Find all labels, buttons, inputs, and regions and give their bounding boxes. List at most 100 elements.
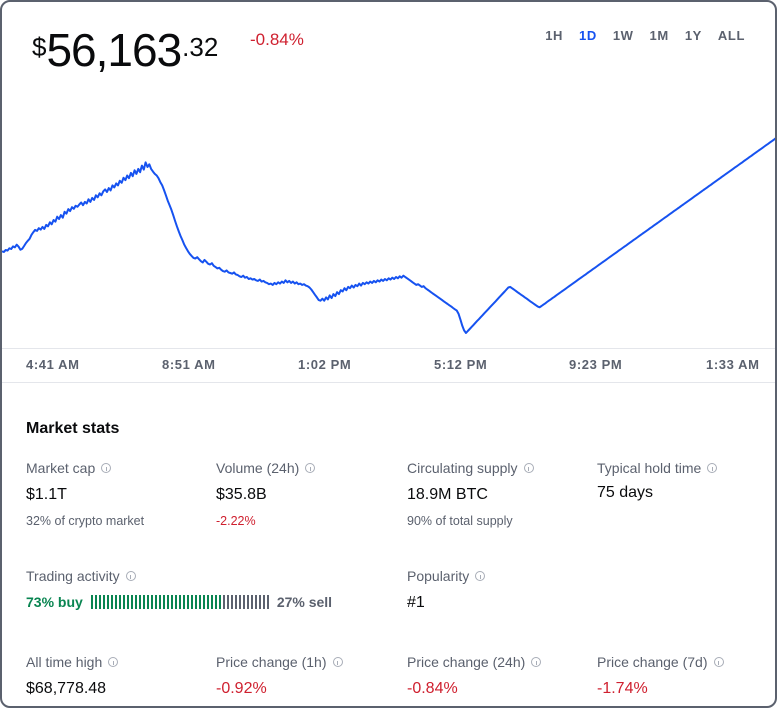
stat-label: All time high bbox=[26, 654, 103, 670]
x-tick: 8:51 AM bbox=[162, 357, 216, 372]
buy-bar-tick bbox=[122, 595, 125, 609]
buy-bar-tick bbox=[106, 595, 109, 609]
stat-value: -0.92% bbox=[216, 680, 267, 697]
stat-sub: -2.22% bbox=[216, 514, 256, 528]
range-1y[interactable]: 1Y bbox=[684, 28, 702, 43]
buy-bar-tick bbox=[150, 595, 153, 609]
buy-sell-bars bbox=[90, 595, 269, 609]
range-1w[interactable]: 1W bbox=[612, 28, 634, 43]
range-1m[interactable]: 1M bbox=[649, 28, 669, 43]
buy-bar-tick bbox=[186, 595, 189, 609]
stat-label: Volume (24h) bbox=[216, 460, 300, 476]
x-axis-ticks: 4:41 AM 8:51 AM 1:02 PM 5:12 PM 9:23 PM … bbox=[2, 357, 775, 373]
stat-sub: 90% of total supply bbox=[407, 514, 513, 528]
sell-bar-tick bbox=[230, 595, 233, 609]
sell-bar-tick bbox=[246, 595, 249, 609]
buy-bar-tick bbox=[90, 595, 93, 609]
stat-volume: Volume (24h) $35.8B -2.22% bbox=[216, 460, 316, 528]
info-icon[interactable] bbox=[707, 463, 718, 473]
sell-bar-tick bbox=[238, 595, 241, 609]
buy-bar-tick bbox=[110, 595, 113, 609]
market-stats-title: Market stats bbox=[26, 420, 120, 437]
buy-bar-tick bbox=[214, 595, 217, 609]
buy-bar-tick bbox=[170, 595, 173, 609]
stat-label: Market cap bbox=[26, 460, 96, 476]
time-range-selector: 1H 1D 1W 1M 1Y ALL bbox=[545, 28, 745, 43]
x-axis-line bbox=[2, 348, 775, 349]
info-icon[interactable] bbox=[523, 463, 534, 473]
buy-bar-tick bbox=[162, 595, 165, 609]
info-icon[interactable] bbox=[101, 463, 112, 473]
buy-bar-tick bbox=[94, 595, 97, 609]
sell-bar-tick bbox=[254, 595, 257, 609]
stat-trading-activity: Trading activity bbox=[26, 568, 136, 584]
stat-value: $1.1T bbox=[26, 486, 67, 503]
buy-bar-tick bbox=[138, 595, 141, 609]
x-tick: 5:12 PM bbox=[434, 357, 488, 372]
info-icon[interactable] bbox=[108, 657, 119, 667]
stat-circulating-supply: Circulating supply 18.9M BTC 90% of tota… bbox=[407, 460, 534, 528]
sell-bar-tick bbox=[226, 595, 229, 609]
stat-value: -0.84% bbox=[407, 680, 458, 697]
sell-bar-tick bbox=[258, 595, 261, 609]
info-icon[interactable] bbox=[305, 463, 316, 473]
stat-label: Trading activity bbox=[26, 568, 120, 584]
buy-bar-tick bbox=[198, 595, 201, 609]
stat-price-change-7d: Price change (7d) -1.74% bbox=[597, 654, 724, 698]
price-chart[interactable] bbox=[2, 122, 777, 347]
stat-value: $68,778.48 bbox=[26, 680, 107, 697]
buy-bar-tick bbox=[98, 595, 101, 609]
buy-bar-tick bbox=[158, 595, 161, 609]
buy-bar-tick bbox=[202, 595, 205, 609]
buy-bar-tick bbox=[210, 595, 213, 609]
info-icon[interactable] bbox=[332, 657, 343, 667]
buy-bar-tick bbox=[126, 595, 129, 609]
x-tick: 1:02 PM bbox=[298, 357, 352, 372]
buy-bar-tick bbox=[134, 595, 137, 609]
stat-label: Popularity bbox=[407, 568, 470, 584]
stat-value: #1 bbox=[407, 594, 425, 611]
x-tick: 1:33 AM bbox=[706, 357, 760, 372]
buy-bar-tick bbox=[218, 595, 221, 609]
range-1h[interactable]: 1H bbox=[545, 28, 564, 43]
info-icon[interactable] bbox=[531, 657, 542, 667]
stat-label: Price change (24h) bbox=[407, 654, 526, 670]
buy-bar-tick bbox=[194, 595, 197, 609]
divider bbox=[2, 382, 775, 383]
sell-bar-tick bbox=[266, 595, 269, 609]
sell-bar-tick bbox=[234, 595, 237, 609]
stat-value: $35.8B bbox=[216, 486, 267, 503]
sell-bar-tick bbox=[242, 595, 245, 609]
stat-label: Price change (1h) bbox=[216, 654, 327, 670]
range-1d[interactable]: 1D bbox=[579, 28, 597, 43]
stat-label: Typical hold time bbox=[597, 460, 702, 476]
range-all[interactable]: ALL bbox=[717, 28, 745, 43]
buy-share: 73% buy bbox=[26, 594, 83, 610]
sell-bar-tick bbox=[262, 595, 265, 609]
price-integer: 56,163 bbox=[46, 24, 182, 76]
sell-bar-tick bbox=[222, 595, 225, 609]
info-icon[interactable] bbox=[125, 571, 136, 581]
sell-share: 27% sell bbox=[276, 594, 333, 610]
buy-bar-tick bbox=[182, 595, 185, 609]
stat-all-time-high: All time high $68,778.48 bbox=[26, 654, 119, 698]
stat-label: Circulating supply bbox=[407, 460, 518, 476]
buy-bar-tick bbox=[114, 595, 117, 609]
stat-label: Price change (7d) bbox=[597, 654, 708, 670]
buy-bar-tick bbox=[154, 595, 157, 609]
x-tick: 9:23 PM bbox=[569, 357, 623, 372]
stat-price-change-24h: Price change (24h) -0.84% bbox=[407, 654, 542, 698]
buy-bar-tick bbox=[142, 595, 145, 609]
current-price: $ 56,163 .32 bbox=[32, 26, 218, 74]
stat-hold-time: Typical hold time 75 days bbox=[597, 460, 718, 502]
info-icon[interactable] bbox=[713, 657, 724, 667]
price-decimal: .32 bbox=[182, 32, 219, 62]
stat-value: 75 days bbox=[597, 484, 654, 501]
trading-activity-bar: 73% buy 27% sell bbox=[26, 594, 332, 610]
buy-bar-tick bbox=[190, 595, 193, 609]
buy-bar-tick bbox=[118, 595, 121, 609]
info-icon[interactable] bbox=[475, 571, 486, 581]
stat-market-cap: Market cap $1.1T 32% of crypto market bbox=[26, 460, 144, 528]
stat-value: 18.9M BTC bbox=[407, 486, 488, 503]
